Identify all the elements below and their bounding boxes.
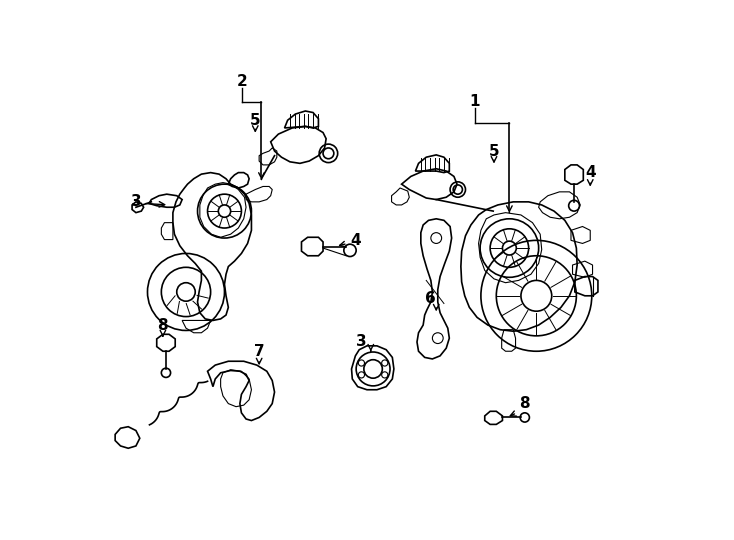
Text: 4: 4 <box>585 165 595 180</box>
Text: 3: 3 <box>131 194 141 210</box>
Text: 8: 8 <box>158 318 168 333</box>
Text: 7: 7 <box>254 344 264 359</box>
Text: 6: 6 <box>426 292 436 306</box>
Text: 4: 4 <box>350 233 360 248</box>
Text: 2: 2 <box>237 74 247 89</box>
Text: 3: 3 <box>356 334 367 349</box>
Text: 8: 8 <box>520 396 530 411</box>
Text: 1: 1 <box>470 94 480 109</box>
Text: 5: 5 <box>250 113 261 128</box>
Text: 5: 5 <box>489 144 499 159</box>
